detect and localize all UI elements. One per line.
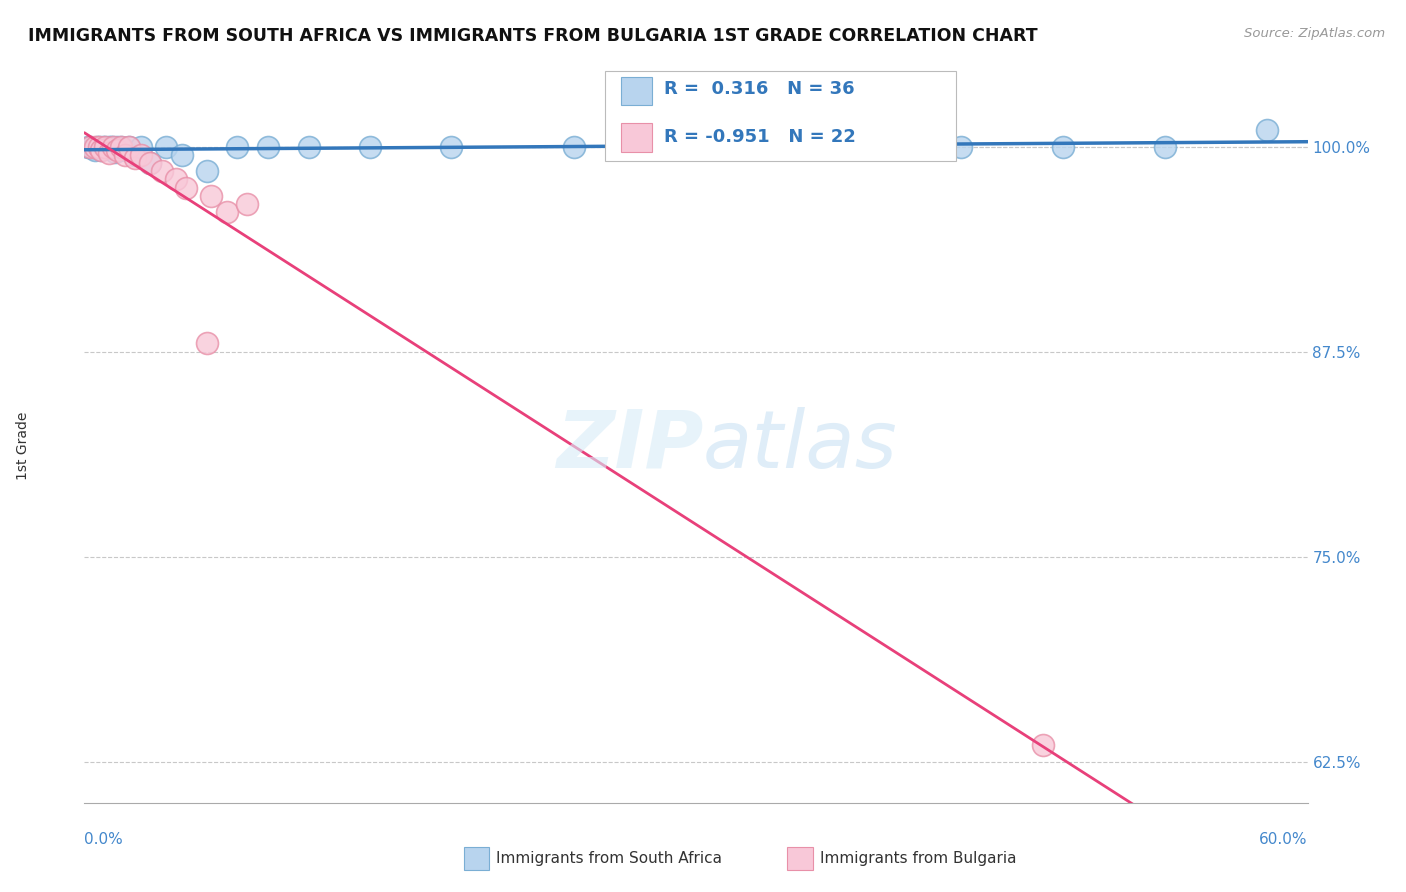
Point — [100, 139, 122, 153]
Point — [131, 148, 153, 162]
Text: Source: ZipAtlas.com: Source: ZipAtlas.com — [1244, 27, 1385, 40]
Point — [562, 139, 585, 153]
Point — [1052, 139, 1074, 153]
Point — [118, 139, 141, 153]
Point — [298, 139, 321, 153]
Point — [101, 139, 124, 153]
Point — [226, 139, 249, 153]
Point — [105, 143, 128, 157]
Point — [87, 139, 110, 153]
Text: R = -0.951   N = 22: R = -0.951 N = 22 — [664, 128, 855, 146]
Point — [200, 189, 222, 203]
Point — [91, 139, 114, 153]
Point — [165, 172, 187, 186]
Point — [77, 139, 100, 153]
Point — [87, 139, 110, 153]
Point — [110, 139, 132, 153]
Point — [195, 164, 218, 178]
Text: atlas: atlas — [703, 407, 898, 485]
Text: R =  0.316   N = 36: R = 0.316 N = 36 — [664, 80, 855, 98]
Point — [1154, 139, 1177, 153]
Point — [174, 180, 197, 194]
Text: ZIP: ZIP — [555, 407, 703, 485]
Point — [82, 141, 104, 155]
Point — [90, 143, 112, 157]
Point — [236, 197, 259, 211]
Point — [101, 139, 124, 153]
Point — [1256, 123, 1278, 137]
Point — [97, 139, 120, 153]
Point — [110, 139, 132, 153]
Text: IMMIGRANTS FROM SOUTH AFRICA VS IMMIGRANTS FROM BULGARIA 1ST GRADE CORRELATION C: IMMIGRANTS FROM SOUTH AFRICA VS IMMIGRAN… — [28, 27, 1038, 45]
Point — [96, 141, 118, 155]
Point — [138, 156, 160, 170]
Point — [1032, 739, 1054, 753]
Text: 0.0%: 0.0% — [84, 832, 124, 847]
Point — [124, 148, 146, 162]
Point — [440, 139, 463, 153]
Point — [97, 146, 120, 161]
Point — [747, 139, 769, 153]
Point — [114, 148, 136, 162]
Point — [114, 143, 136, 157]
Point — [83, 143, 105, 157]
Point — [848, 139, 870, 153]
Point — [257, 139, 280, 153]
Point — [124, 151, 146, 165]
Point — [79, 139, 101, 153]
Text: 1st Grade: 1st Grade — [17, 412, 30, 480]
Point — [172, 148, 194, 162]
Point — [93, 139, 117, 153]
Point — [105, 139, 128, 153]
Point — [93, 139, 117, 153]
Point — [138, 156, 160, 170]
Point — [79, 139, 101, 153]
Text: 60.0%: 60.0% — [1260, 832, 1308, 847]
Point — [155, 139, 177, 153]
Point — [950, 139, 973, 153]
Point — [195, 336, 218, 351]
Text: Immigrants from South Africa: Immigrants from South Africa — [496, 852, 723, 866]
Point — [150, 164, 173, 178]
Point — [359, 139, 381, 153]
Point — [131, 139, 153, 153]
Point — [118, 139, 141, 153]
Point — [90, 143, 112, 157]
Point — [217, 205, 239, 219]
Point — [83, 139, 105, 153]
Point — [104, 145, 127, 159]
Point — [86, 139, 108, 153]
Text: Immigrants from Bulgaria: Immigrants from Bulgaria — [820, 852, 1017, 866]
